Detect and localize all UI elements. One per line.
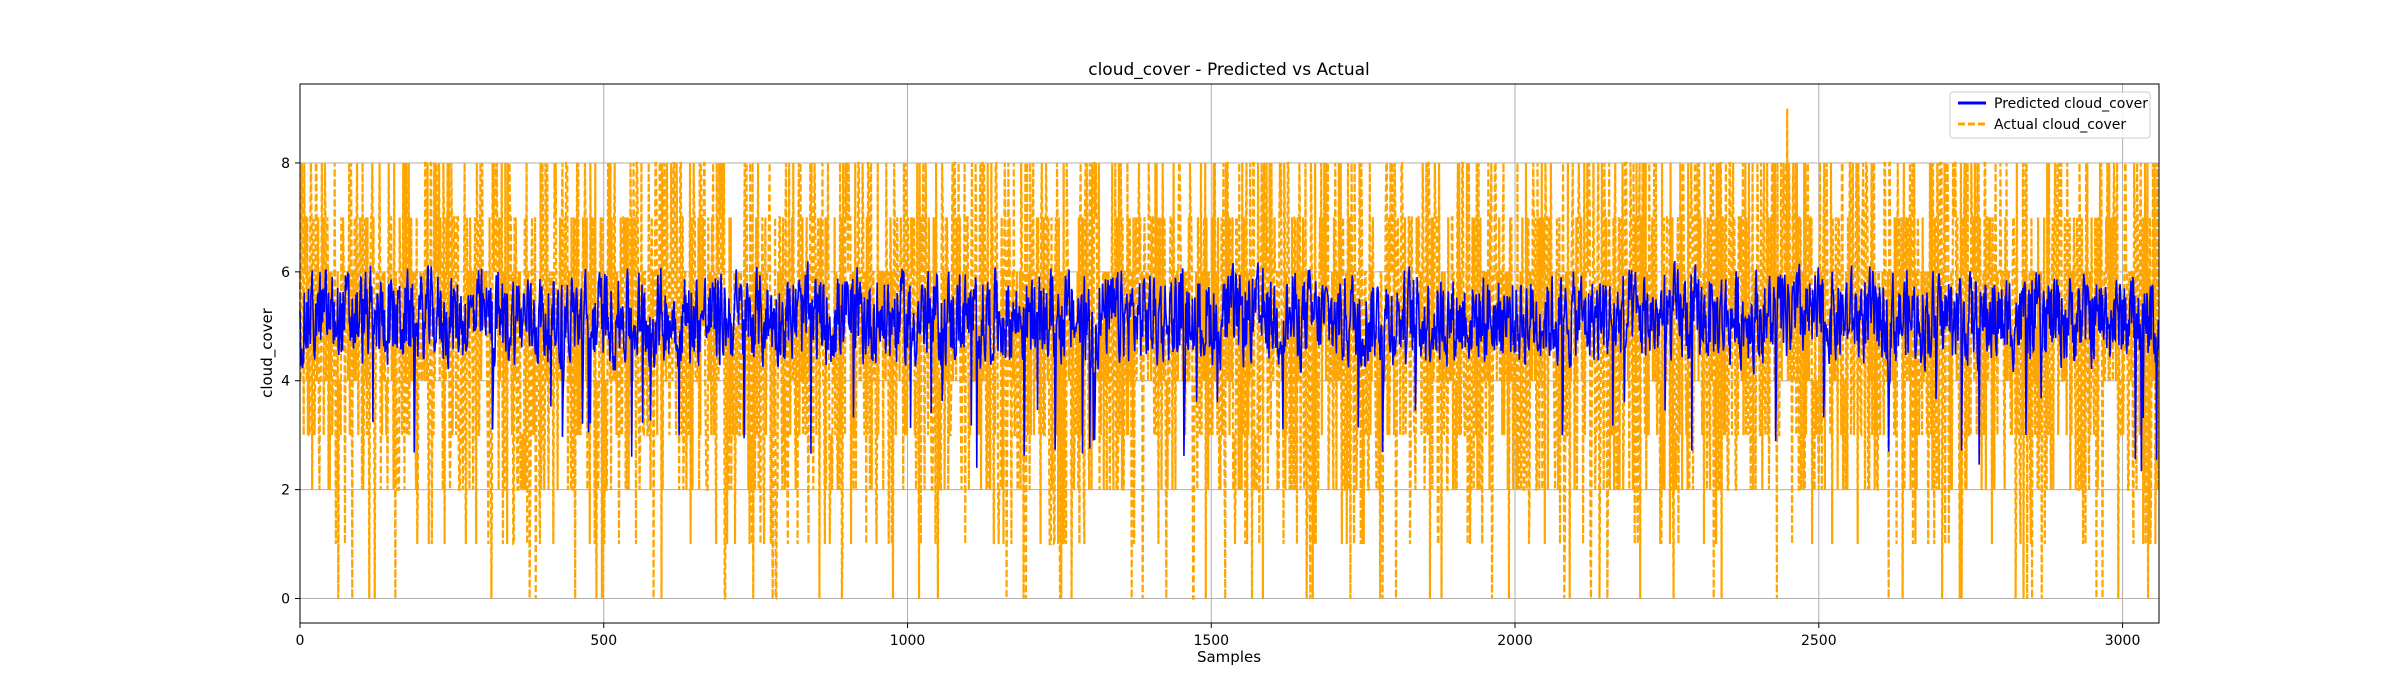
plot-area-frame [299, 83, 2160, 624]
y-tick-label: 0 [281, 592, 290, 608]
x-axis-label: Samples [1197, 648, 1261, 666]
y-axis-label: cloud_cover [258, 307, 277, 398]
x-tick-label: 500 [590, 633, 617, 649]
chart-title: cloud_cover - Predicted vs Actual [1088, 60, 1370, 80]
legend-label-predicted: Predicted cloud_cover [1994, 96, 2148, 112]
y-tick-label: 8 [281, 156, 290, 172]
x-tick-label: 3000 [2105, 633, 2141, 649]
x-tick-label: 1000 [890, 633, 926, 649]
y-axis: 0 2 4 6 8 [281, 156, 300, 608]
legend: Predicted cloud_cover Actual cloud_cover [1949, 91, 2151, 139]
x-tick-label: 0 [296, 633, 305, 649]
x-tick-label: 2500 [1801, 633, 1837, 649]
legend-box [1949, 91, 2151, 139]
x-tick-label: 2000 [1497, 633, 1533, 649]
series-predicted [299, 260, 2160, 472]
y-tick-label: 6 [281, 265, 290, 281]
x-axis: 0 500 1000 1500 2000 2500 3000 [296, 623, 2141, 649]
y-tick-label: 2 [281, 483, 290, 499]
predicted-line [299, 260, 2160, 472]
legend-label-actual: Actual cloud_cover [1994, 117, 2126, 133]
y-tick-label: 4 [281, 374, 290, 390]
x-tick-label: 1500 [1193, 633, 1229, 649]
